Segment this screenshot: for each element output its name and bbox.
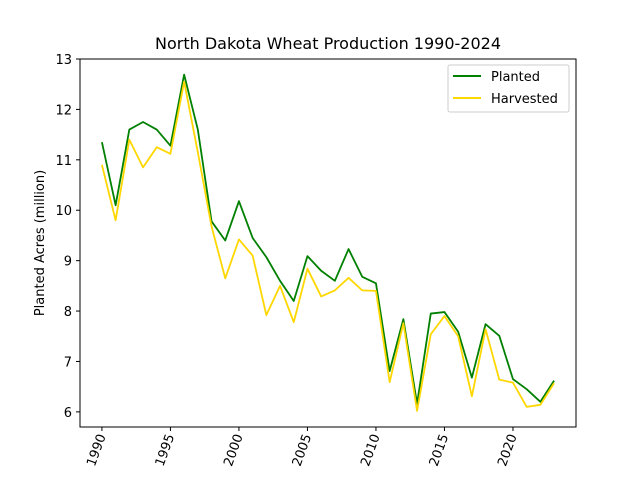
legend-label-planted: Planted (491, 70, 540, 85)
series-line-harvested (101, 80, 555, 412)
y-tick-label-10: 10 (55, 204, 72, 219)
y-tick-label-8: 8 (64, 305, 72, 320)
y-tick-label-7: 7 (64, 355, 72, 370)
y-tick-label-9: 9 (64, 255, 72, 270)
y-tick-label-6: 6 (64, 406, 72, 421)
legend: Planted Harvested (447, 64, 570, 113)
y-axis-label: Planted Acres (million) (33, 170, 48, 316)
y-tick-label-11: 11 (55, 154, 72, 169)
y-tick-label-12: 12 (55, 103, 72, 118)
y-tick-label-13: 13 (55, 53, 72, 68)
legend-label-harvested: Harvested (491, 92, 558, 107)
series-line-planted (101, 73, 555, 405)
axes-frame (79, 58, 577, 428)
chart-title: North Dakota Wheat Production 1990-2024 (155, 34, 501, 53)
